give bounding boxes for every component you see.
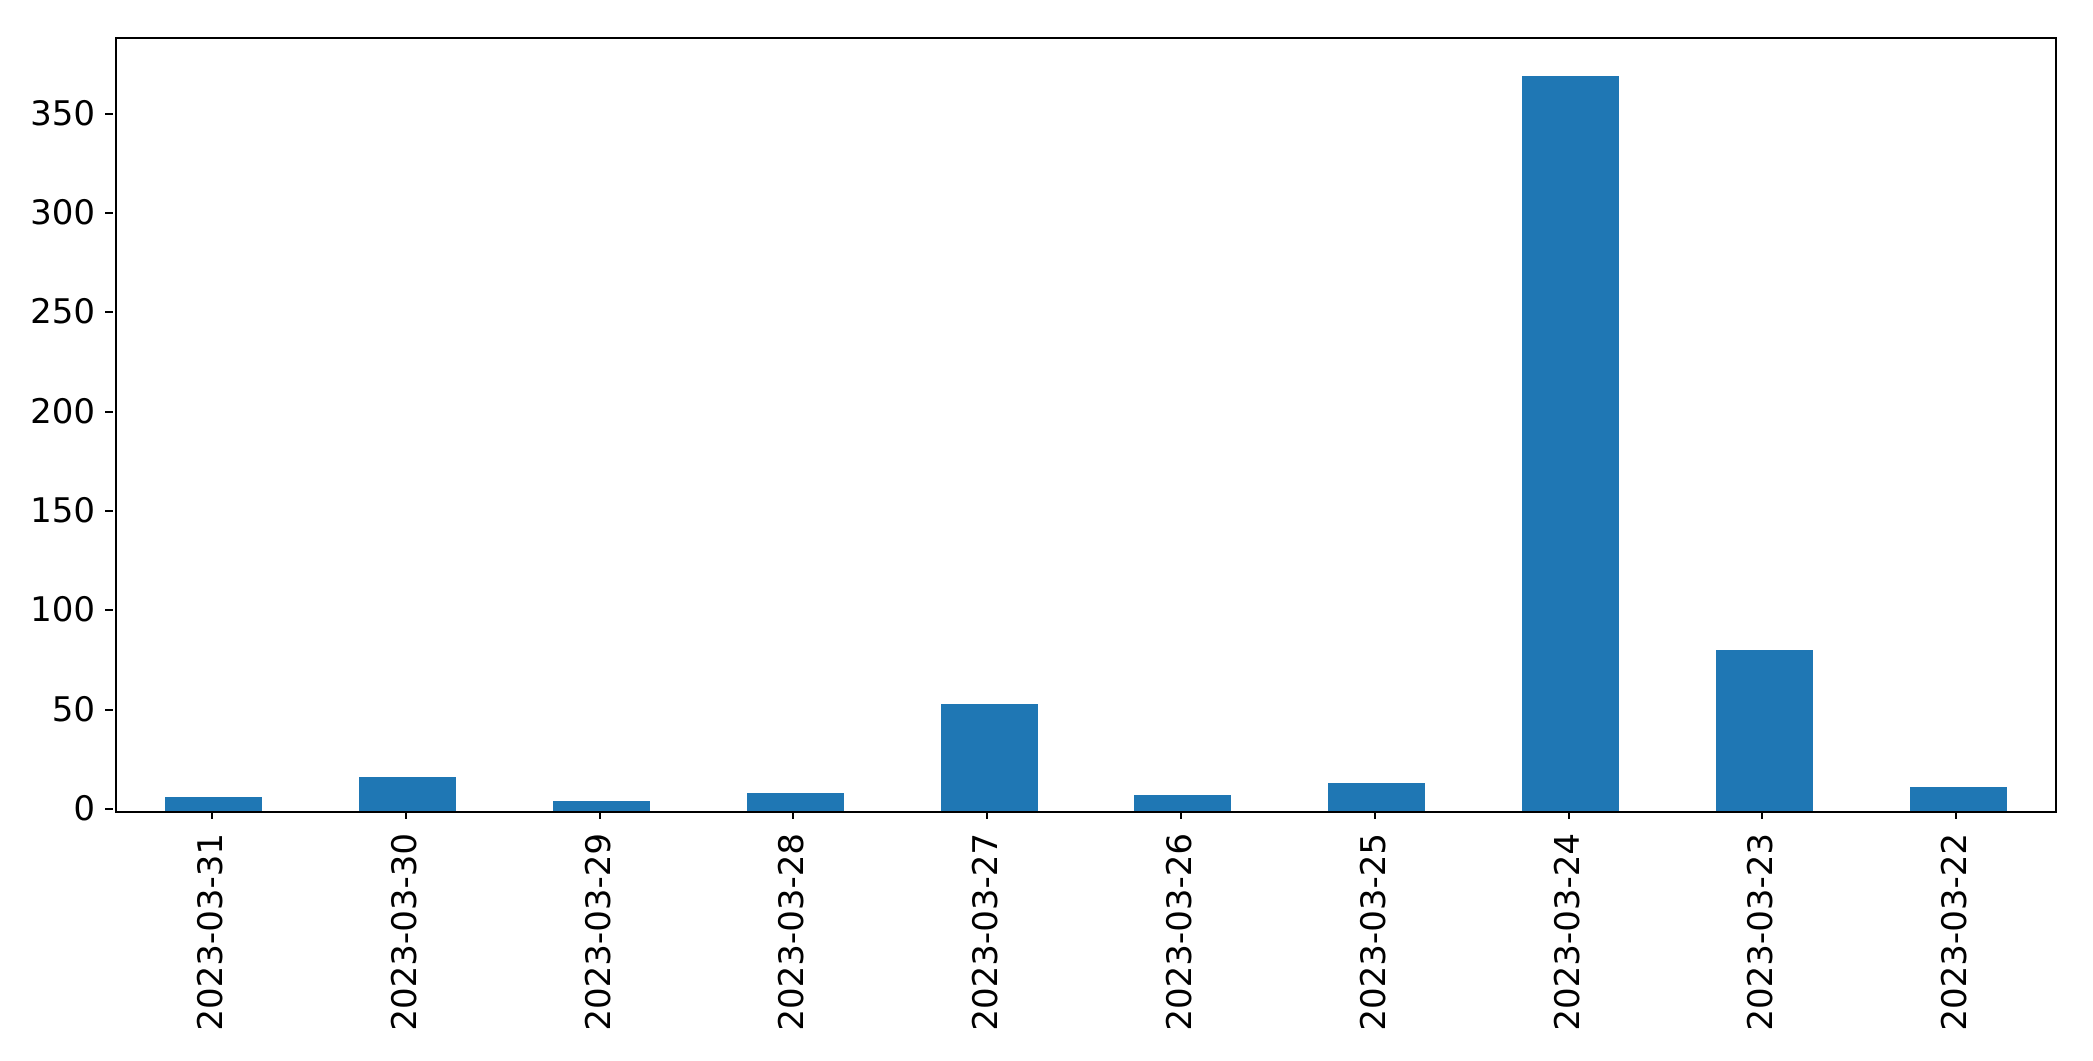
x-tick-label: 2023-03-25 — [1353, 833, 1394, 1031]
bar — [1328, 783, 1426, 811]
x-tick-label: 2023-03-29 — [578, 833, 619, 1031]
y-tick-label: 350 — [30, 93, 95, 134]
y-tick-mark — [105, 311, 113, 314]
x-tick-mark — [1373, 811, 1376, 819]
y-tick-mark — [105, 410, 113, 413]
bar — [940, 703, 1038, 811]
y-tick-mark — [105, 211, 113, 214]
x-tick-mark — [210, 811, 213, 819]
bar — [746, 793, 844, 811]
x-tick-mark — [404, 811, 407, 819]
x-tick-label: 2023-03-31 — [191, 833, 232, 1031]
x-tick-label: 2023-03-22 — [1935, 833, 1976, 1031]
x-tick-mark — [792, 811, 795, 819]
x-tick-mark — [1179, 811, 1182, 819]
x-tick-label: 2023-03-30 — [384, 833, 425, 1031]
bar — [553, 801, 650, 811]
x-tick-mark — [1567, 811, 1570, 819]
y-tick-label: 150 — [30, 490, 95, 531]
bar — [1134, 795, 1232, 811]
x-tick-label: 2023-03-23 — [1741, 833, 1782, 1031]
x-tick-label: 2023-03-28 — [772, 833, 813, 1031]
x-tick-mark — [986, 811, 989, 819]
y-tick-label: 100 — [30, 590, 95, 631]
y-tick-label: 250 — [30, 292, 95, 333]
y-tick-mark — [105, 112, 113, 115]
y-tick-mark — [105, 609, 113, 612]
x-tick-label: 2023-03-26 — [1160, 833, 1201, 1031]
y-tick-mark — [105, 808, 113, 810]
y-tick-mark — [105, 509, 113, 512]
bar — [1522, 75, 1619, 811]
y-tick-mark — [105, 708, 113, 711]
x-tick-label: 2023-03-24 — [1547, 833, 1588, 1031]
y-tick-label: 200 — [30, 391, 95, 432]
bar — [1909, 787, 2007, 811]
bar — [1715, 650, 1813, 811]
y-tick-label: 0 — [73, 789, 95, 829]
x-tick-label: 2023-03-27 — [966, 833, 1007, 1031]
x-tick-mark — [1955, 811, 1958, 819]
bar — [165, 797, 263, 811]
bar — [359, 777, 457, 811]
y-tick-label: 50 — [51, 689, 95, 730]
plot-area — [115, 37, 2057, 813]
x-tick-mark — [1761, 811, 1764, 819]
x-tick-mark — [598, 811, 601, 819]
y-tick-label: 300 — [30, 192, 95, 233]
